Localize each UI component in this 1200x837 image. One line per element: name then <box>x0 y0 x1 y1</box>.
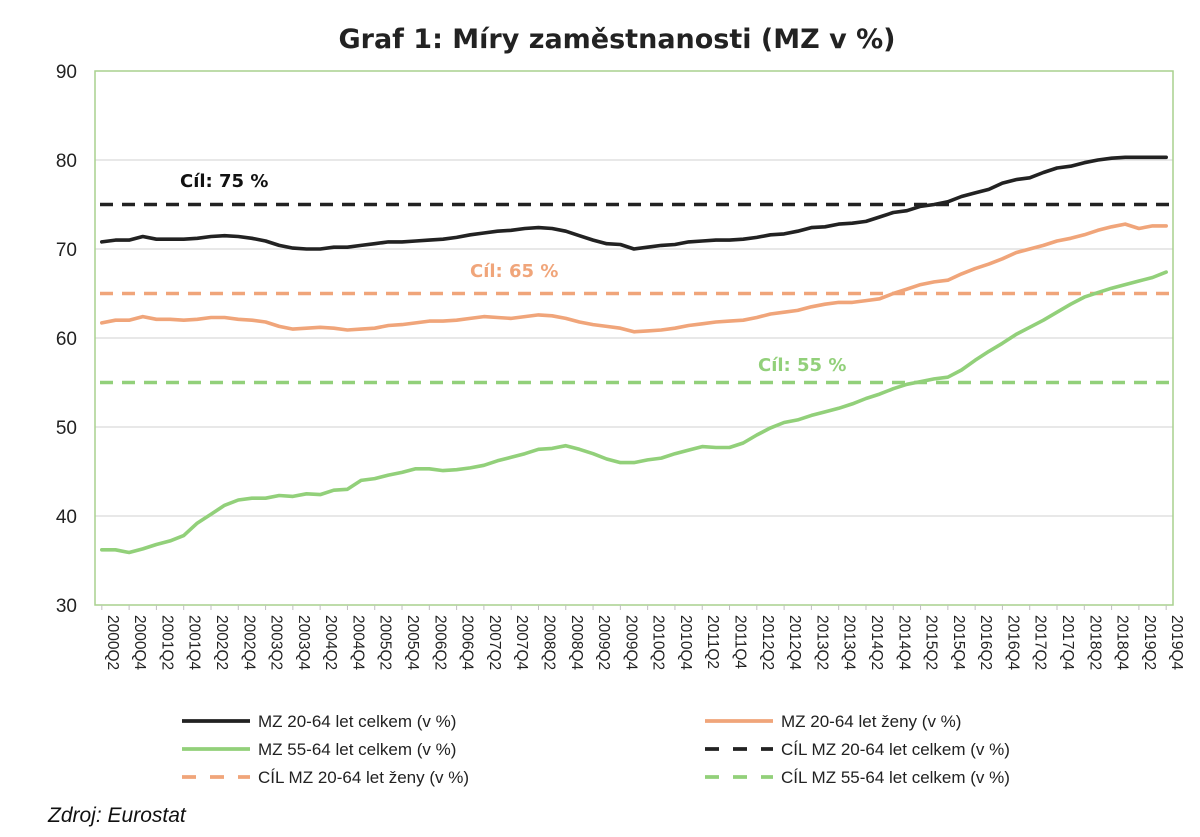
chart-title: Graf 1: Míry zaměstnanosti (MZ v %) <box>338 24 895 55</box>
y-tick-label: 80 <box>56 151 77 172</box>
target-annotation: Cíl: 65 % <box>470 261 558 282</box>
legend-label: CÍL MZ 55-64 let celkem (v %) <box>781 768 1010 787</box>
x-tick-label: 2018Q2 <box>1086 615 1103 670</box>
x-tick-label: 2011Q4 <box>732 615 749 669</box>
legend-label: MZ 55-64 let celkem (v %) <box>258 740 456 759</box>
x-tick-label: 2001Q2 <box>158 615 175 670</box>
x-tick-label: 2015Q2 <box>923 615 940 670</box>
legend-label: CÍL MZ 20-64 let ženy (v %) <box>258 768 469 787</box>
target-annotation: Cíl: 55 % <box>758 355 846 376</box>
x-tick-label: 2010Q2 <box>650 615 667 670</box>
x-tick-label: 2003Q4 <box>295 615 312 671</box>
x-tick-label: 2006Q2 <box>431 615 448 670</box>
y-tick-label: 90 <box>56 62 77 83</box>
x-tick-label: 2016Q2 <box>977 615 994 670</box>
x-tick-label: 2007Q2 <box>486 615 503 670</box>
x-tick-label: 2009Q4 <box>622 615 639 671</box>
legend-label: CÍL MZ 20-64 let celkem (v %) <box>781 740 1010 759</box>
x-tick-label: 2000Q2 <box>104 615 121 670</box>
y-tick-label: 60 <box>56 329 77 350</box>
x-tick-label: 2002Q2 <box>213 615 230 670</box>
x-tick-label: 2002Q4 <box>240 615 257 671</box>
x-tick-label: 2016Q4 <box>1004 615 1021 671</box>
y-axis: 30 40 50 60 70 80 90 <box>56 62 77 617</box>
x-tick-label: 2000Q4 <box>131 615 148 671</box>
x-tick-label: 2014Q2 <box>868 615 885 670</box>
x-tick-label: 2001Q4 <box>186 615 203 671</box>
x-tick-label: 2006Q4 <box>459 615 476 671</box>
series-line <box>100 270 1168 555</box>
gridlines <box>95 159 1173 517</box>
x-tick-label: 2005Q2 <box>377 615 394 670</box>
x-tick-label: 2018Q4 <box>1114 615 1131 671</box>
x-tick-label: 2004Q4 <box>349 615 366 671</box>
x-tick-label: 2014Q4 <box>895 615 912 671</box>
x-tick-label: 2019Q4 <box>1168 615 1185 671</box>
x-tick-label: 2003Q2 <box>268 615 285 670</box>
plot-area-border <box>94 70 1174 606</box>
x-tick-label: 2017Q4 <box>1059 615 1076 671</box>
x-tick-label: 2012Q4 <box>786 615 803 671</box>
x-tick-label: 2007Q4 <box>513 615 530 671</box>
legend-label: MZ 20-64 let celkem (v %) <box>258 712 456 731</box>
y-tick-label: 70 <box>56 240 77 261</box>
x-tick-label: 2009Q2 <box>595 615 612 670</box>
target-lines <box>100 202 1173 385</box>
x-axis: 2000Q2 2000Q4 2001Q2 2001Q4 2002Q2 2002Q4 2003… <box>101 605 1185 671</box>
series-line <box>100 155 1168 251</box>
x-tick-label: 2015Q4 <box>950 615 967 671</box>
series-line <box>100 222 1168 334</box>
y-tick-label: 30 <box>56 596 77 617</box>
x-tick-label: 2005Q4 <box>404 615 421 671</box>
x-tick-label: 2019Q2 <box>1141 615 1158 670</box>
target-annotations: Cíl: 75 % Cíl: 65 % Cíl: 55 % <box>180 171 846 376</box>
x-tick-label: 2011Q2 <box>704 615 721 669</box>
legend-label: MZ 20-64 let ženy (v %) <box>781 712 961 731</box>
x-tick-label: 2013Q2 <box>813 615 830 670</box>
x-tick-label: 2017Q2 <box>1032 615 1049 670</box>
x-tick-label: 2008Q2 <box>540 615 557 670</box>
x-tick-label: 2010Q4 <box>677 615 694 671</box>
x-tick-label: 2012Q2 <box>759 615 776 670</box>
y-tick-label: 40 <box>56 507 77 528</box>
source-note: Zdroj: Eurostat <box>48 804 186 827</box>
y-tick-label: 50 <box>56 418 77 439</box>
legend: MZ 20-64 let celkem (v %) MZ 20-64 let že… <box>182 712 1010 787</box>
x-tick-label: 2004Q2 <box>322 615 339 670</box>
x-tick-label: 2008Q4 <box>568 615 585 671</box>
employment-rate-chart: Graf 1: Míry zaměstnanosti (MZ v %) 30 40… <box>56 24 1185 787</box>
x-tick-label: 2013Q4 <box>841 615 858 671</box>
series-lines <box>100 155 1168 555</box>
target-annotation: Cíl: 75 % <box>180 171 268 192</box>
